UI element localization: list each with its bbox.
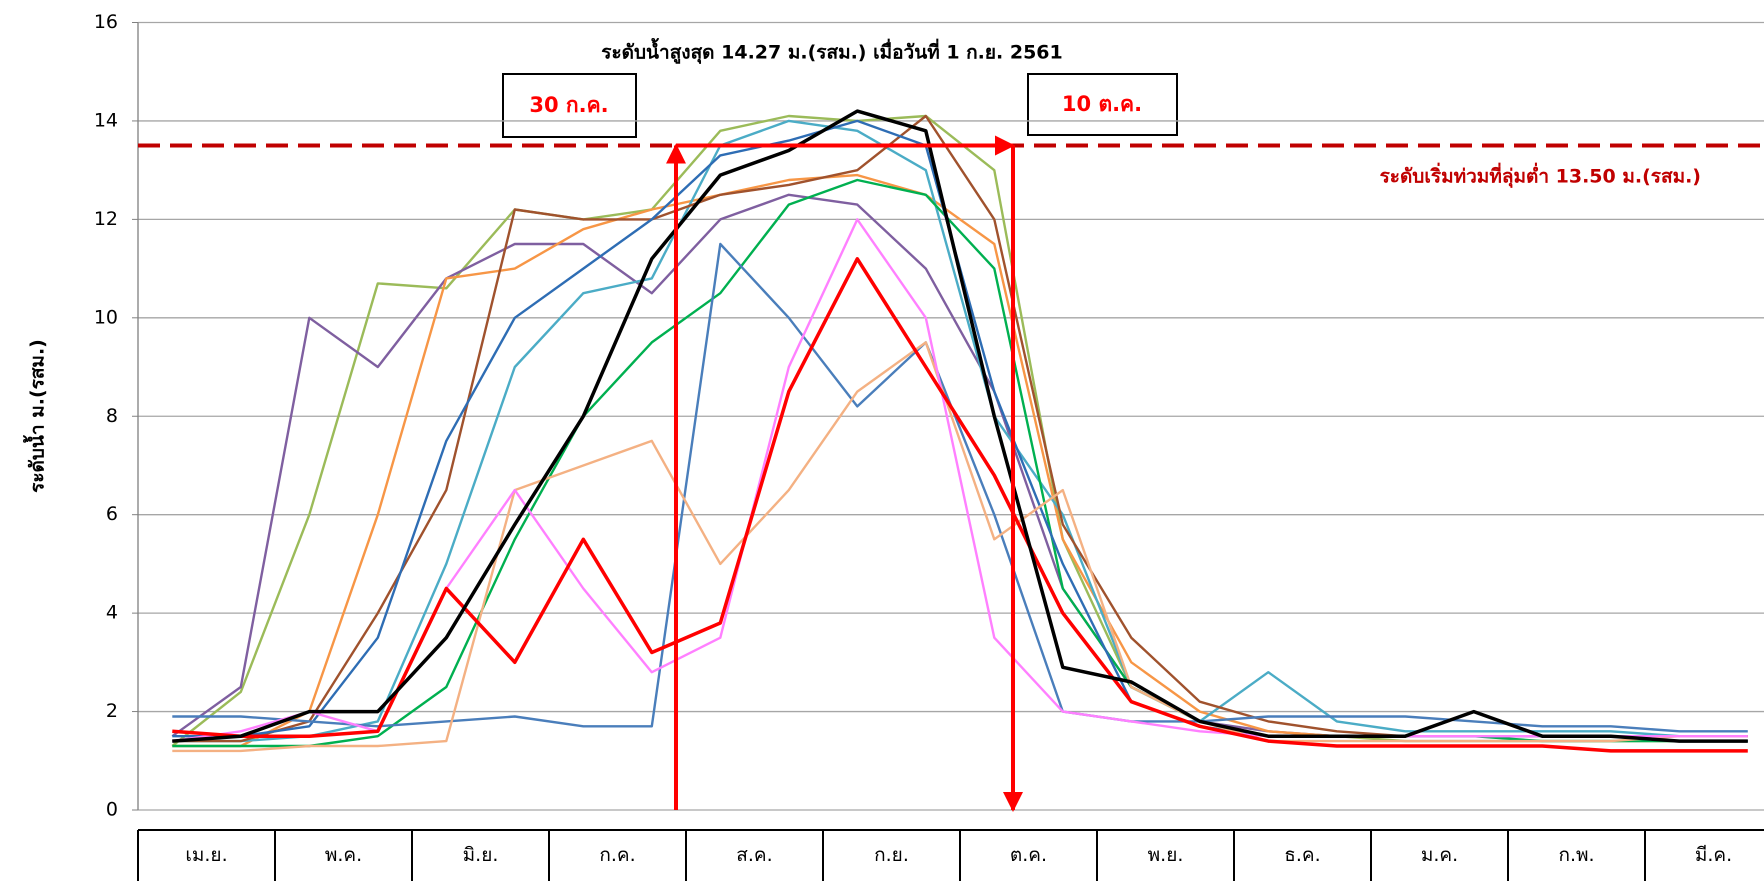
- x-tick-label: ม.ค.: [1421, 844, 1458, 866]
- x-tick-label: ก.ย.: [874, 844, 909, 866]
- series-line: [172, 257, 1748, 753]
- y-tick-label: 8: [106, 405, 118, 427]
- x-tick-label: ส.ค.: [736, 844, 772, 866]
- x-tick-label: พ.ค.: [325, 844, 362, 866]
- x-tick-label: ก.พ.: [1558, 844, 1594, 866]
- threshold-label: ระดับเริ่มท่วมที่ลุ่มต่ำ 13.50 ม.(รสม.): [1380, 163, 1701, 189]
- y-tick-label: 2: [106, 700, 118, 722]
- x-tick-label: เม.ย.: [185, 844, 227, 866]
- y-tick-label: 10: [94, 306, 118, 328]
- y-tick-label: 14: [94, 109, 118, 131]
- x-tick-label: มี.ค.: [1695, 844, 1732, 866]
- x-tick-label: พ.ย.: [1148, 844, 1184, 866]
- y-tick-label: 6: [106, 503, 118, 525]
- y-tick-label: 16: [94, 11, 118, 33]
- annotation: 10 ต.ค.: [1062, 92, 1142, 116]
- y-tick-label: 4: [106, 602, 118, 624]
- series-line: [172, 242, 1748, 733]
- series-line: [172, 341, 1748, 753]
- annotation-box: [502, 73, 637, 138]
- chart-title: ระดับน้ำสูงสุด 14.27 ม.(รสม.) เมื่อวันที…: [601, 38, 1063, 65]
- x-tick-label: มิ.ย.: [463, 844, 499, 866]
- annotation-box: [1027, 73, 1178, 136]
- x-tick-label: ธ.ค.: [1284, 844, 1320, 866]
- series-line: [172, 173, 1748, 748]
- y-tick-label: 12: [94, 208, 118, 230]
- y-tick-label: 0: [106, 799, 118, 821]
- series-line: [172, 119, 1748, 743]
- y-axis-label: ระดับน้ำ ม.(รสม.): [23, 339, 49, 493]
- x-tick-label: ก.ค.: [599, 844, 635, 866]
- x-tick-label: ต.ค.: [1010, 844, 1047, 866]
- annotation: 30 ก.ค.: [529, 93, 608, 117]
- series-line: [172, 109, 1748, 743]
